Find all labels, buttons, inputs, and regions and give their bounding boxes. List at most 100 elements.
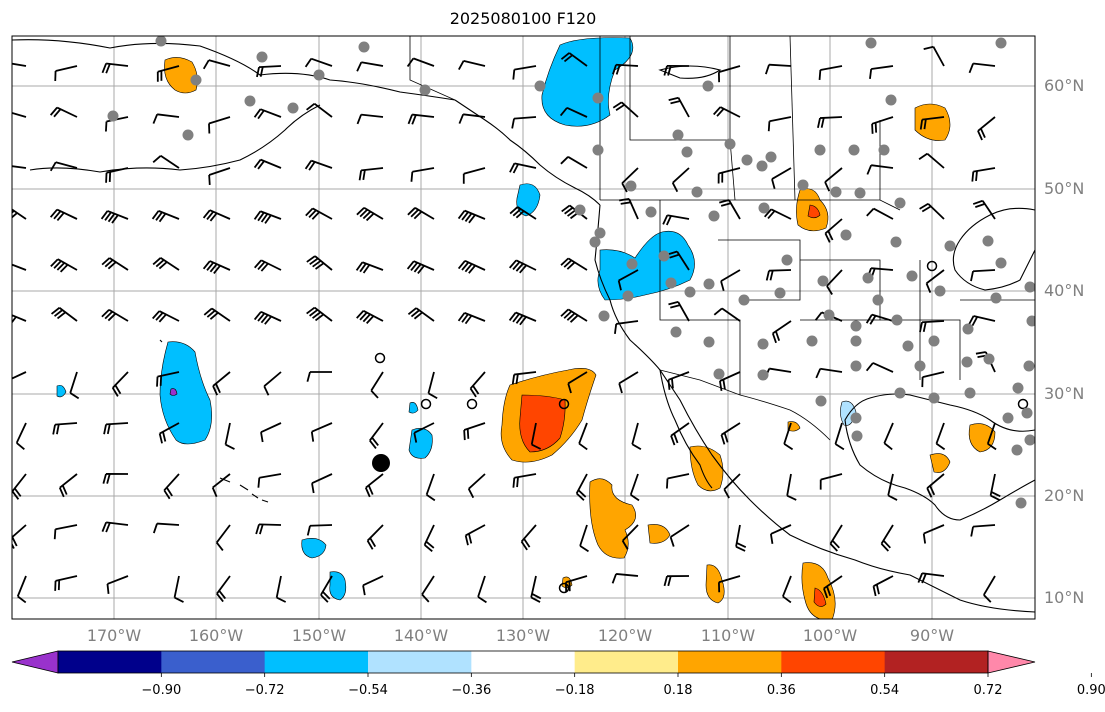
- wind-barb: [462, 167, 486, 184]
- wind-barb: [720, 422, 741, 445]
- wind-barb: [102, 473, 129, 484]
- wind-barb: [54, 575, 78, 591]
- station-dot: [815, 395, 827, 407]
- wind-barb: [255, 523, 282, 535]
- longitude-label: 150°W: [291, 626, 347, 645]
- station-dot: [914, 360, 926, 372]
- wind-barb: [629, 473, 640, 502]
- station-dot: [658, 250, 670, 262]
- station-dot: [190, 74, 202, 86]
- station-dot: [244, 95, 256, 107]
- wind-barb: [560, 156, 588, 169]
- wind-barb: [425, 473, 436, 502]
- wind-barb: [152, 310, 180, 323]
- wind-barb: [257, 473, 282, 488]
- colorbar-segment: [161, 651, 266, 673]
- colorbar-tick-label: −0.54: [348, 683, 388, 698]
- station-dot: [155, 36, 167, 47]
- wind-barb: [101, 62, 129, 74]
- wind-barb: [509, 206, 537, 220]
- station-dot: [703, 278, 715, 290]
- wind-barb: [669, 524, 690, 547]
- station-dot: [894, 387, 906, 399]
- colorbar-segment: [884, 651, 989, 673]
- station-dot: [684, 286, 696, 298]
- station-dot: [840, 229, 852, 241]
- wind-barb: [152, 257, 180, 271]
- wind-barb: [663, 575, 690, 587]
- wind-barb: [668, 96, 690, 118]
- wind-barb: [320, 575, 333, 603]
- wind-barb: [611, 573, 639, 584]
- wind-barb: [356, 206, 384, 222]
- station-dot: [961, 356, 973, 368]
- wind-barb: [720, 269, 741, 292]
- wind-barb: [152, 155, 180, 169]
- station-dot: [574, 204, 586, 216]
- wind-barb: [926, 473, 945, 498]
- wind-barb: [935, 422, 946, 451]
- wind-barb: [667, 371, 690, 390]
- wind-barb: [823, 575, 843, 599]
- colorbar-tick-label: 0.54: [870, 683, 900, 698]
- wind-barb: [362, 575, 384, 596]
- station-dot: [962, 323, 974, 335]
- wind-barb: [306, 102, 333, 118]
- wind-barb: [783, 422, 794, 451]
- wind-barb: [717, 65, 741, 83]
- wind-barb: [224, 422, 235, 450]
- wind-barb: [530, 422, 542, 450]
- station-dot: [878, 144, 890, 156]
- wind-barb: [275, 575, 287, 603]
- wind-barb: [260, 422, 282, 443]
- wind-barb: [765, 63, 792, 75]
- wind-barb: [58, 473, 78, 498]
- station-dot: [1002, 412, 1014, 424]
- wind-barb: [520, 524, 537, 551]
- wind-barb: [763, 208, 792, 220]
- wind-barb: [764, 367, 792, 379]
- wind-barb: [824, 167, 843, 192]
- latitude-label: 60°N: [1044, 76, 1085, 95]
- positive-anomaly-regions: [164, 57, 996, 619]
- wind-barb: [12, 263, 27, 271]
- wind-barb: [717, 167, 741, 184]
- wind-barb: [304, 159, 333, 171]
- wind-barb: [310, 422, 333, 442]
- graticule: [12, 36, 1035, 619]
- wind-barb: [369, 422, 384, 450]
- wind-barb: [723, 473, 741, 499]
- station-dot: [851, 430, 863, 442]
- wind-barb: [826, 269, 843, 295]
- wind-barb: [216, 524, 231, 551]
- wind-barb: [406, 260, 435, 275]
- station-dot: [964, 387, 976, 399]
- latitude-label: 50°N: [1044, 179, 1085, 198]
- wind-barb: [305, 207, 333, 220]
- wind-barb: [101, 521, 129, 533]
- wind-barb: [12, 165, 27, 169]
- station-dot: [850, 320, 862, 332]
- wind-barb: [786, 473, 797, 501]
- station-dot: [850, 412, 862, 424]
- wind-barb: [458, 113, 486, 124]
- wind-barb: [919, 116, 945, 130]
- wind-barb: [100, 210, 129, 224]
- station-dot: [107, 110, 119, 122]
- longitude-label: 110°W: [700, 626, 756, 645]
- station-dot: [894, 197, 906, 209]
- station-dot: [419, 84, 431, 96]
- colorbar-tick-label: −0.90: [141, 683, 182, 698]
- station-dot: [592, 92, 604, 104]
- latitude-label: 40°N: [1044, 281, 1085, 300]
- wind-barb: [887, 473, 898, 501]
- station-dot: [872, 294, 884, 306]
- colorbar-segment: [58, 651, 162, 673]
- station-dot: [625, 180, 637, 192]
- wind-barb: [263, 371, 282, 396]
- station-dot: [781, 254, 793, 266]
- wind-barb: [575, 473, 588, 501]
- wind-barb: [508, 311, 537, 326]
- station-dot: [850, 335, 862, 347]
- wind-barb: [619, 198, 639, 220]
